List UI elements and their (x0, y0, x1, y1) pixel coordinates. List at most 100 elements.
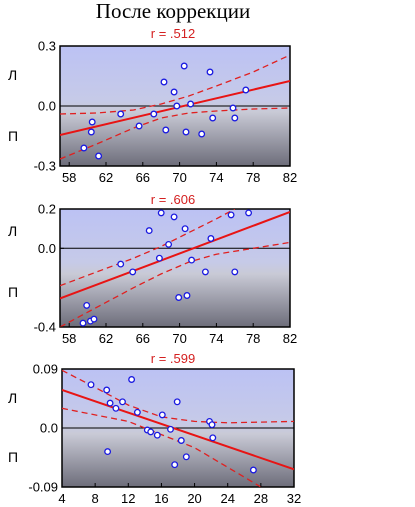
chart-panel-2: r = .606 Л П 0.2 0.0 -0.4 58 62 66 70 74 78 82 (8, 192, 297, 346)
data-point (180, 62, 188, 70)
data-point (187, 100, 195, 108)
data-point (104, 448, 112, 456)
data-point (206, 68, 214, 76)
y-tick-label: -0.4 (34, 320, 56, 335)
x-tick-label: 24 (220, 491, 234, 506)
y-tick-label: -0.09 (28, 480, 58, 495)
data-point (227, 211, 235, 219)
y-tick-label: -0.3 (34, 159, 56, 174)
data-point (95, 152, 103, 160)
upper-side-label: Л (8, 223, 17, 239)
data-point (80, 144, 88, 152)
data-point (208, 421, 216, 429)
x-tick-label: 74 (209, 170, 223, 185)
data-point (155, 254, 163, 262)
upper-side-label: Л (8, 67, 17, 83)
data-point (201, 268, 209, 276)
data-point (87, 128, 95, 136)
regression-line (60, 211, 290, 300)
data-point (150, 110, 158, 118)
data-point (165, 240, 173, 248)
data-point (162, 126, 170, 134)
regression-line (62, 389, 294, 471)
ci-lower-line (60, 241, 290, 327)
data-point (90, 315, 98, 323)
correlation-label: r = .512 (151, 26, 195, 41)
ci-upper-line (62, 369, 294, 424)
data-point (231, 268, 239, 276)
x-tick-label: 82 (283, 170, 297, 185)
y-tick-label: 0.2 (38, 202, 56, 217)
data-point (188, 256, 196, 264)
y-tick-label: 0.0 (40, 421, 58, 436)
x-tick-label: 66 (136, 170, 150, 185)
x-tick-label: 4 (58, 491, 65, 506)
x-tick-label: 74 (209, 331, 223, 346)
y-tick-label: 0.0 (38, 99, 56, 114)
data-point (158, 411, 166, 419)
data-point (207, 235, 215, 242)
data-point (160, 78, 168, 86)
x-tick-label: 28 (254, 491, 268, 506)
x-tick-label: 16 (154, 491, 168, 506)
x-tick-label: 20 (187, 491, 201, 506)
data-point (209, 434, 217, 442)
x-tick-label: 62 (99, 170, 113, 185)
x-tick-label: 70 (172, 170, 186, 185)
data-point (117, 110, 125, 118)
data-point (106, 399, 114, 407)
ci-lower-line (60, 107, 290, 160)
data-point (112, 404, 120, 412)
data-point (119, 398, 126, 406)
data-point (171, 461, 179, 469)
data-point (79, 319, 87, 327)
x-tick-label: 66 (136, 331, 150, 346)
chart-panel-3: r = .599 Л П 0.09 0.0 -0.09 4 8 12 16 20 24 28 32 (8, 351, 301, 506)
data-point (198, 130, 206, 138)
data-point (88, 118, 96, 126)
data-point (183, 292, 191, 299)
data-point (117, 260, 125, 268)
data-point (170, 213, 178, 221)
data-point (175, 294, 183, 301)
data-point (157, 209, 165, 217)
data-point (153, 431, 161, 439)
x-tick-label: 62 (99, 331, 113, 346)
y-tick-label: 0.09 (33, 362, 58, 377)
chart-panel-1: r = .512 Л П 0.3 0.0 -0.3 58 62 66 70 74 78 82 (8, 26, 297, 185)
y-tick-label: 0.3 (38, 39, 56, 54)
x-tick-label: 8 (92, 491, 99, 506)
correlation-label: r = .606 (151, 192, 195, 207)
lower-side-label: П (8, 449, 18, 465)
upper-side-label: Л (8, 390, 17, 406)
data-point (242, 86, 250, 94)
lower-side-label: П (8, 284, 18, 300)
data-point (229, 104, 237, 112)
x-tick-label: 78 (246, 170, 260, 185)
data-point (145, 227, 153, 235)
data-point (177, 437, 185, 444)
data-point (103, 386, 111, 394)
lower-side-label: П (8, 128, 18, 144)
data-point (87, 381, 95, 389)
data-point (128, 376, 136, 383)
x-tick-label: 12 (121, 491, 135, 506)
ci-upper-line (60, 209, 236, 287)
x-tick-label: 78 (246, 331, 260, 346)
ci-upper-line (60, 54, 290, 115)
data-point (182, 128, 190, 136)
data-point (170, 88, 178, 96)
data-point (83, 301, 91, 309)
figure-title: После коррекции (96, 0, 250, 23)
data-point (147, 428, 155, 436)
data-point (135, 122, 143, 130)
data-point (133, 408, 141, 416)
data-point (173, 398, 181, 406)
x-tick-label: 82 (283, 331, 297, 346)
x-tick-label: 58 (62, 170, 76, 185)
correlation-label: r = .599 (151, 351, 195, 366)
plot-area (59, 208, 291, 328)
data-point (249, 466, 257, 474)
data-point (181, 225, 189, 233)
